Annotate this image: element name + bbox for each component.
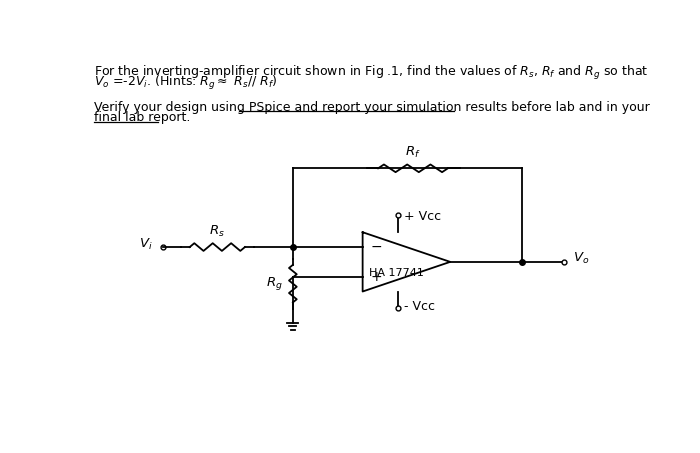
Text: $V_o$: $V_o$ [573,251,589,266]
Text: $V_o$ =-2$V_i$. (Hints: $R_g$$\approx$ $R_s$// $R_f$): $V_o$ =-2$V_i$. (Hints: $R_g$$\approx$ $… [94,74,277,92]
Text: $R_f$: $R_f$ [405,145,421,160]
Text: + Vcc: + Vcc [404,210,441,223]
Text: For the inverting-amplifier circuit shown in Fig .1, find the values of $R_s$, $: For the inverting-amplifier circuit show… [94,63,648,82]
Text: $V_i$: $V_i$ [139,236,153,251]
Text: $R_g$: $R_g$ [266,275,283,292]
Text: - Vcc: - Vcc [404,300,435,313]
Text: −: − [370,240,382,254]
Text: HA 17741: HA 17741 [369,268,424,278]
Text: +: + [370,270,382,284]
Text: $R_s$: $R_s$ [209,223,225,239]
Text: final lab report.: final lab report. [94,111,190,124]
Text: Verify your design using PSpice and report your simulation results before lab an: Verify your design using PSpice and repo… [94,101,650,114]
